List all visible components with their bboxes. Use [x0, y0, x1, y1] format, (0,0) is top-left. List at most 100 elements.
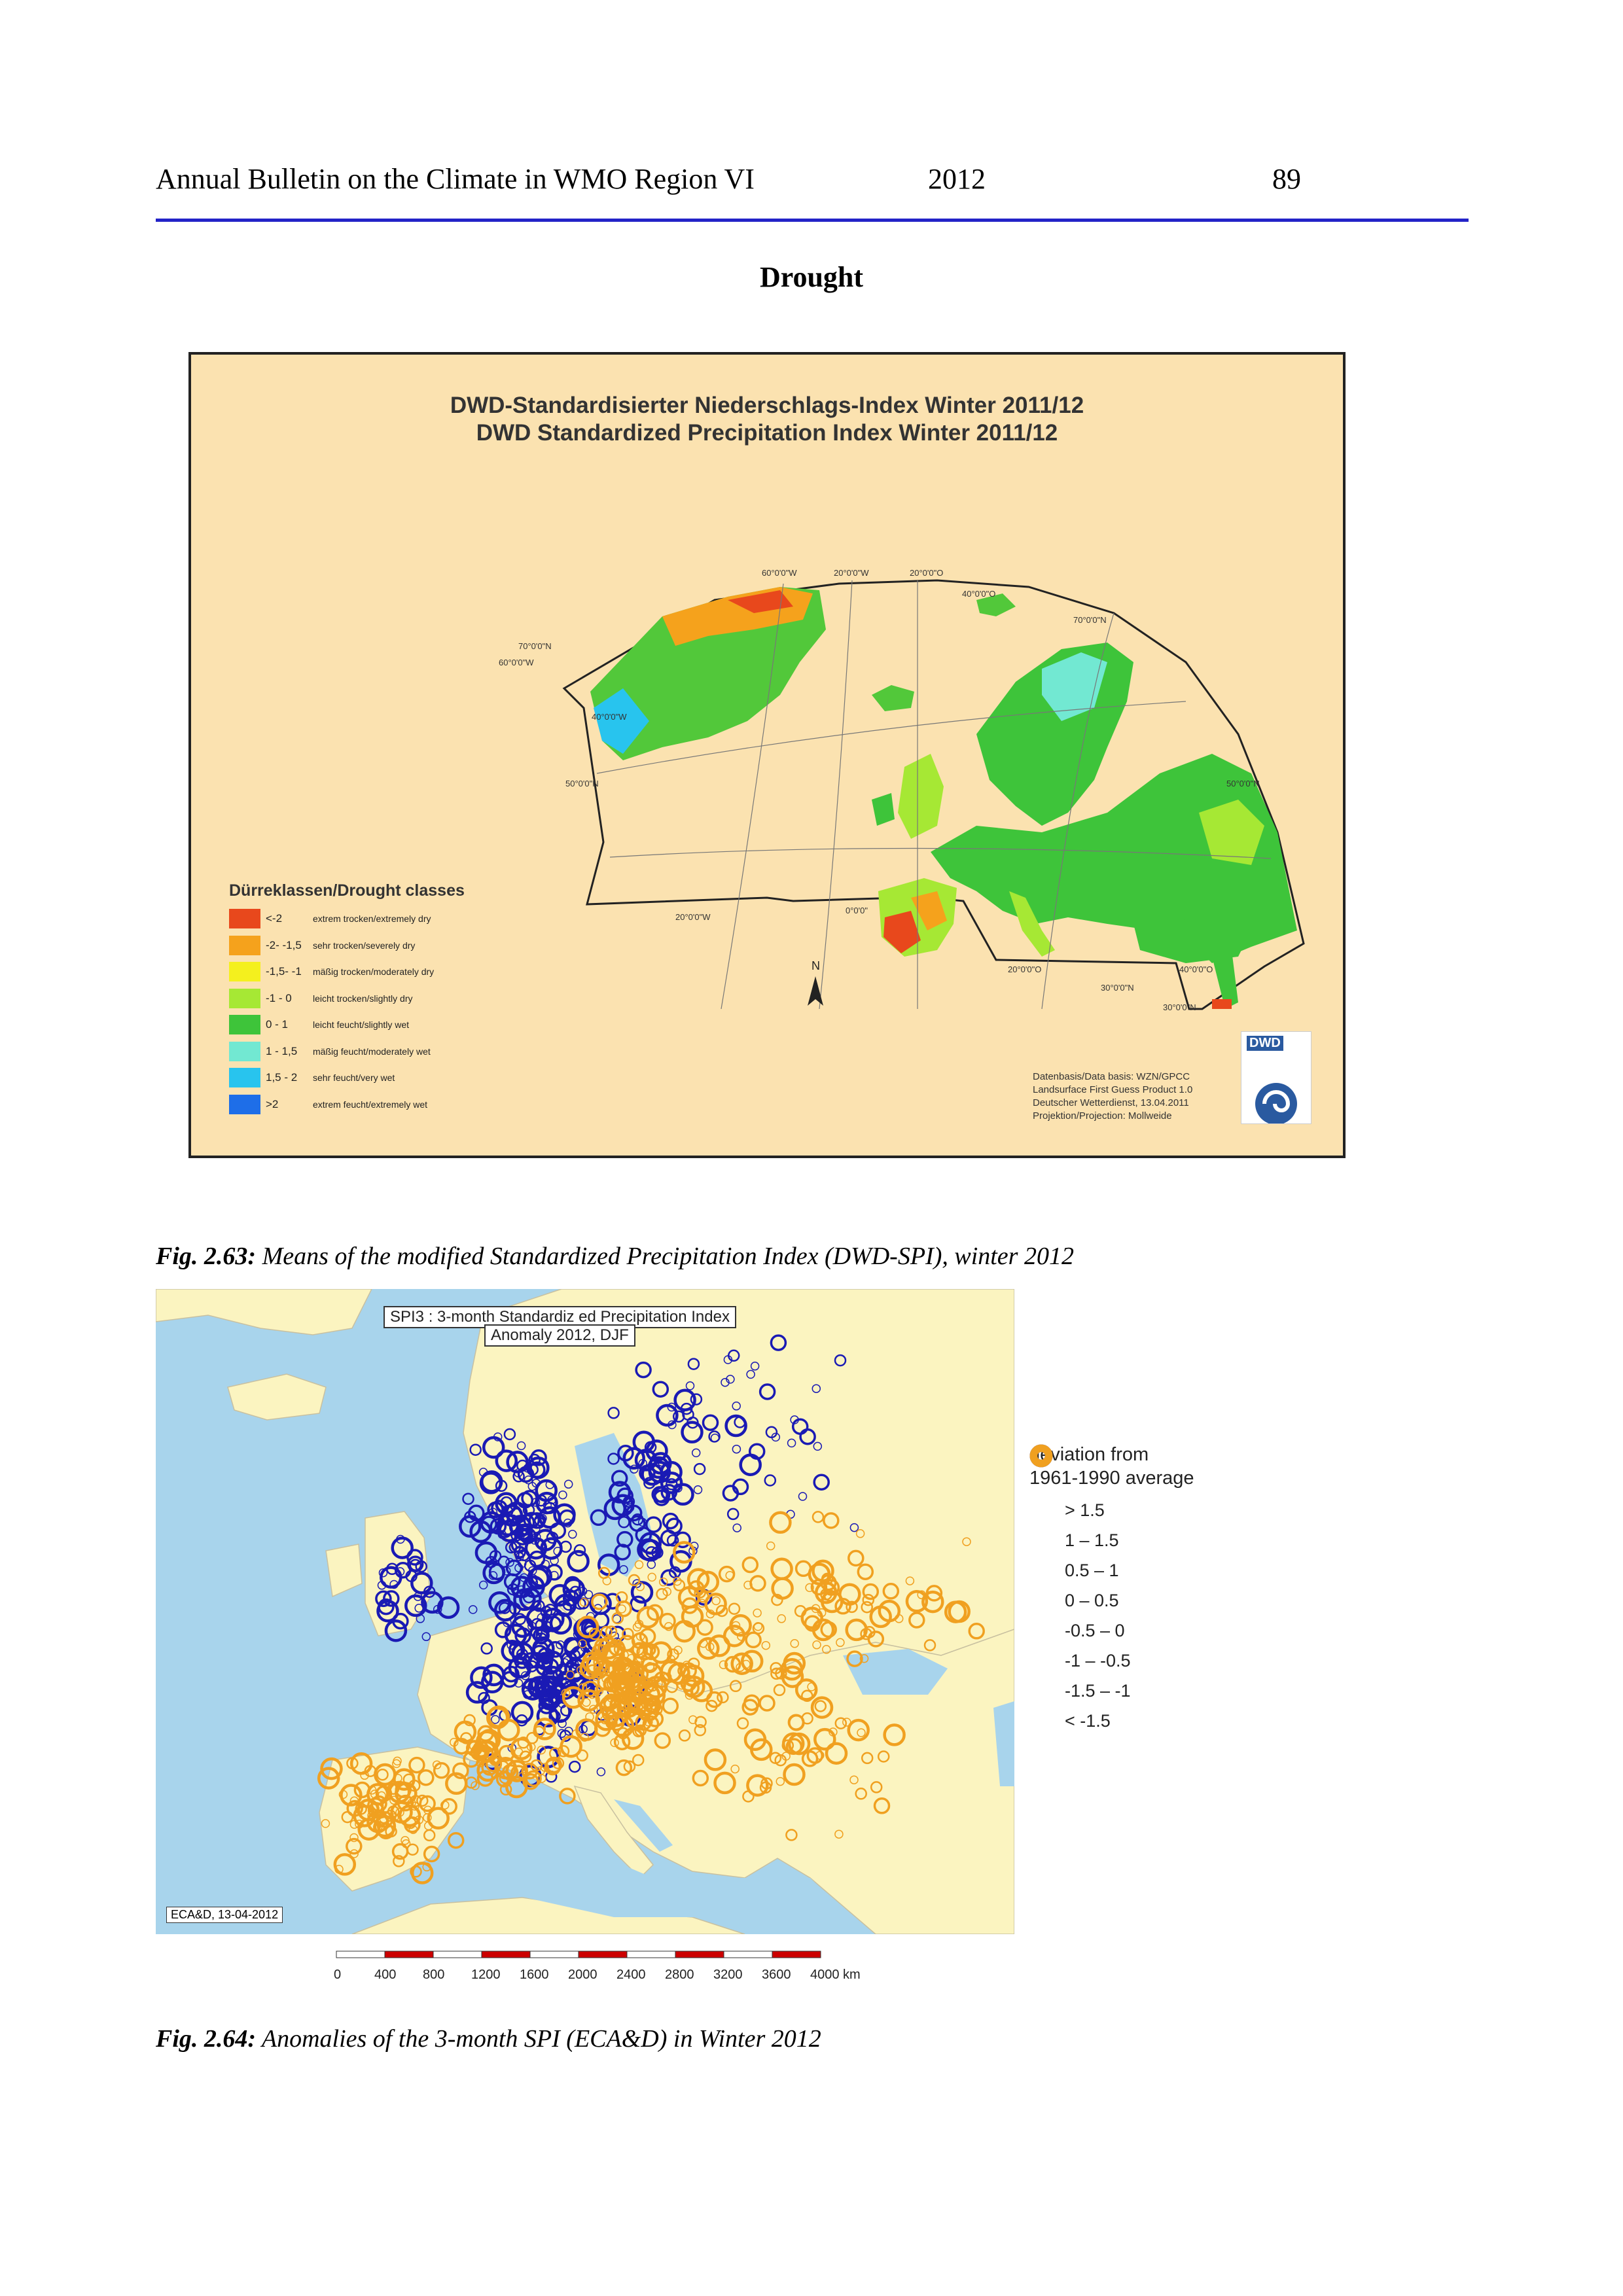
- station-marker: [696, 1619, 713, 1636]
- station-marker: [317, 1767, 340, 1790]
- station-marker: [540, 1763, 550, 1772]
- drought-legend-row: >2 extrem feucht/extremely wet: [229, 1091, 465, 1118]
- station-marker: [785, 1738, 803, 1755]
- station-marker: [560, 1540, 572, 1553]
- station-marker: [812, 1640, 821, 1650]
- station-marker: [766, 1541, 776, 1551]
- drought-legend-row: -1 - 0 leicht trocken/slightly dry: [229, 985, 465, 1012]
- station-marker: [562, 1686, 585, 1709]
- drought-legend-row: <-2 extrem trocken/extremely dry: [229, 906, 465, 932]
- british-isles-shape: [898, 754, 944, 839]
- spi-anomaly-legend: deviation from 1961-1990 average > 1.5 1 …: [1029, 1443, 1194, 1736]
- station-marker: [478, 1729, 501, 1752]
- station-marker: [493, 1598, 517, 1622]
- station-marker: [404, 1816, 417, 1829]
- station-marker: [746, 1369, 755, 1379]
- header-year: 2012: [928, 163, 986, 195]
- grat-label-20w-bottom: 20°0'0"W: [675, 912, 711, 922]
- station-marker: [510, 1701, 534, 1724]
- station-marker: [846, 1650, 863, 1667]
- station-marker: [471, 1781, 480, 1790]
- station-marker: [693, 1485, 703, 1494]
- station-marker: [783, 1763, 806, 1786]
- header-divider: [156, 219, 1469, 222]
- station-marker: [687, 1568, 710, 1591]
- station-marker: [349, 1820, 359, 1829]
- sea-mediterranean: [470, 1839, 849, 1917]
- station-marker: [478, 1580, 488, 1590]
- station-marker: [773, 1684, 786, 1697]
- station-marker: [812, 1511, 825, 1523]
- station-marker: [410, 1862, 434, 1884]
- station-marker: [604, 1593, 621, 1610]
- station-marker: [658, 1578, 668, 1587]
- station-marker: [749, 1575, 766, 1592]
- station-marker: [378, 1568, 388, 1578]
- station-marker: [614, 1544, 631, 1561]
- station-marker: [820, 1621, 837, 1638]
- station-marker: [591, 1593, 608, 1610]
- station-marker: [632, 1579, 641, 1588]
- station-marker: [711, 1596, 721, 1606]
- station-marker: [503, 1428, 516, 1441]
- station-marker: [859, 1654, 869, 1663]
- station-marker: [846, 1600, 858, 1614]
- station-marker: [810, 1696, 834, 1719]
- scale-bar-label: 2800: [665, 1968, 694, 1982]
- station-marker: [822, 1645, 831, 1654]
- station-marker: [692, 1769, 709, 1787]
- station-marker: [908, 1612, 925, 1629]
- legend-class-label: extrem trocken/extremely dry: [313, 913, 431, 925]
- station-marker: [776, 1776, 785, 1786]
- station-marker: [546, 1531, 559, 1544]
- station-marker: [404, 1594, 427, 1617]
- grat-label-20e-top: 20°0'0"O: [910, 568, 943, 578]
- station-marker: [647, 1560, 656, 1569]
- station-marker: [652, 1381, 669, 1398]
- station-marker: [452, 1762, 469, 1779]
- station-marker: [750, 1738, 773, 1761]
- station-marker: [690, 1680, 713, 1703]
- station-marker: [550, 1556, 559, 1565]
- station-marker: [527, 1566, 537, 1576]
- grat-label-0-bottom: 0°0'0": [846, 906, 868, 915]
- figure-dwd-spi-map: DWD-Standardisierter Niederschlags-Index…: [188, 352, 1346, 1158]
- scale-bar-segment: [529, 1951, 579, 1958]
- station-marker: [753, 1608, 762, 1617]
- station-marker: [805, 1583, 814, 1593]
- station-marker: [666, 1534, 679, 1547]
- grat-label-50n-left: 50°0'0"N: [565, 779, 599, 788]
- station-marker: [813, 1474, 830, 1491]
- station-marker: [514, 1563, 524, 1573]
- station-marker: [635, 1693, 658, 1716]
- station-marker: [494, 1756, 517, 1780]
- nile-delta-dry: [1212, 999, 1232, 1009]
- station-marker: [694, 1716, 707, 1728]
- station-marker: [734, 1416, 746, 1428]
- station-marker: [545, 1480, 555, 1489]
- station-marker: [639, 1706, 652, 1719]
- station-marker: [579, 1598, 589, 1607]
- station-marker: [834, 1717, 847, 1729]
- drought-classes-legend: Dürreklassen/Drought classes <-2 extrem t…: [229, 881, 465, 1118]
- station-marker: [702, 1414, 719, 1431]
- station-marker: [774, 1754, 787, 1767]
- station-marker: [635, 1361, 652, 1379]
- spi-legend-row: < -1.5: [1029, 1444, 1194, 1736]
- station-marker: [867, 1631, 885, 1648]
- station-marker: [787, 1732, 811, 1756]
- station-marker: [717, 1691, 729, 1704]
- station-marker: [643, 1477, 656, 1489]
- station-marker: [349, 1796, 359, 1806]
- station-marker: [671, 1483, 694, 1506]
- station-marker: [746, 1774, 769, 1797]
- drought-legend-row: 1,5 - 2 sehr feucht/very wet: [229, 1065, 465, 1091]
- spi-legend-label: 0 – 0.5: [1065, 1590, 1119, 1610]
- grat-label-40w-left: 40°0'0"W: [592, 712, 627, 722]
- station-marker: [511, 1642, 534, 1665]
- station-marker: [534, 1674, 558, 1698]
- station-marker: [634, 1560, 644, 1570]
- grat-label-40e-top: 40°0'0"O: [962, 589, 995, 599]
- spi-legend-row: -1 – -0.5: [1029, 1449, 1194, 1676]
- station-marker: [393, 1855, 405, 1867]
